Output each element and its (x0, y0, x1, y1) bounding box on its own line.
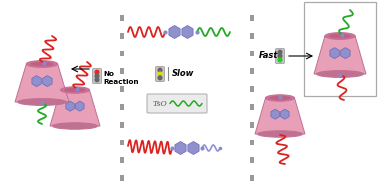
Bar (304, 2, 376, 96)
Bar (120, 86, 124, 92)
Bar (250, 51, 254, 56)
Circle shape (158, 76, 162, 80)
Polygon shape (330, 48, 339, 59)
Polygon shape (76, 101, 84, 111)
Bar (250, 104, 254, 110)
Polygon shape (175, 141, 186, 155)
Bar (250, 158, 254, 163)
Polygon shape (169, 26, 180, 38)
Ellipse shape (265, 95, 294, 101)
Polygon shape (50, 90, 100, 126)
Bar (250, 15, 254, 21)
Bar (250, 86, 254, 92)
Polygon shape (314, 36, 366, 74)
Bar (250, 140, 254, 145)
Ellipse shape (325, 33, 355, 39)
Text: TsO: TsO (153, 100, 168, 107)
Bar (120, 33, 124, 39)
Ellipse shape (30, 62, 54, 66)
Ellipse shape (53, 123, 98, 129)
FancyBboxPatch shape (93, 69, 101, 83)
Circle shape (95, 70, 99, 74)
Bar (250, 68, 254, 74)
FancyBboxPatch shape (147, 94, 207, 113)
Polygon shape (15, 64, 69, 102)
Bar (120, 104, 124, 110)
Ellipse shape (18, 99, 66, 105)
Ellipse shape (269, 96, 291, 100)
Bar (120, 175, 124, 181)
Bar (250, 33, 254, 39)
Ellipse shape (26, 61, 58, 67)
Circle shape (95, 74, 99, 78)
Polygon shape (255, 98, 305, 134)
Bar (120, 158, 124, 163)
Circle shape (278, 58, 282, 62)
Circle shape (95, 78, 99, 82)
Circle shape (278, 54, 282, 58)
Bar (250, 175, 254, 181)
Ellipse shape (317, 71, 363, 77)
Polygon shape (188, 141, 199, 155)
Polygon shape (32, 76, 41, 87)
Ellipse shape (60, 87, 90, 93)
Ellipse shape (257, 131, 302, 137)
Bar (120, 140, 124, 145)
FancyBboxPatch shape (276, 49, 284, 63)
Ellipse shape (329, 34, 351, 38)
Polygon shape (271, 109, 279, 119)
Bar (120, 122, 124, 128)
Polygon shape (66, 101, 74, 111)
Polygon shape (280, 109, 289, 119)
Bar (120, 51, 124, 56)
Circle shape (158, 68, 162, 72)
Ellipse shape (64, 88, 86, 92)
FancyBboxPatch shape (156, 67, 164, 81)
Bar (120, 68, 124, 74)
Polygon shape (182, 26, 193, 38)
Text: Fast: Fast (259, 52, 278, 61)
Polygon shape (341, 48, 350, 59)
Text: No
Reaction: No Reaction (103, 71, 139, 85)
Circle shape (158, 72, 162, 76)
Polygon shape (43, 76, 52, 87)
Bar (250, 122, 254, 128)
Circle shape (278, 50, 282, 54)
Text: Slow: Slow (172, 70, 194, 79)
Bar (120, 15, 124, 21)
